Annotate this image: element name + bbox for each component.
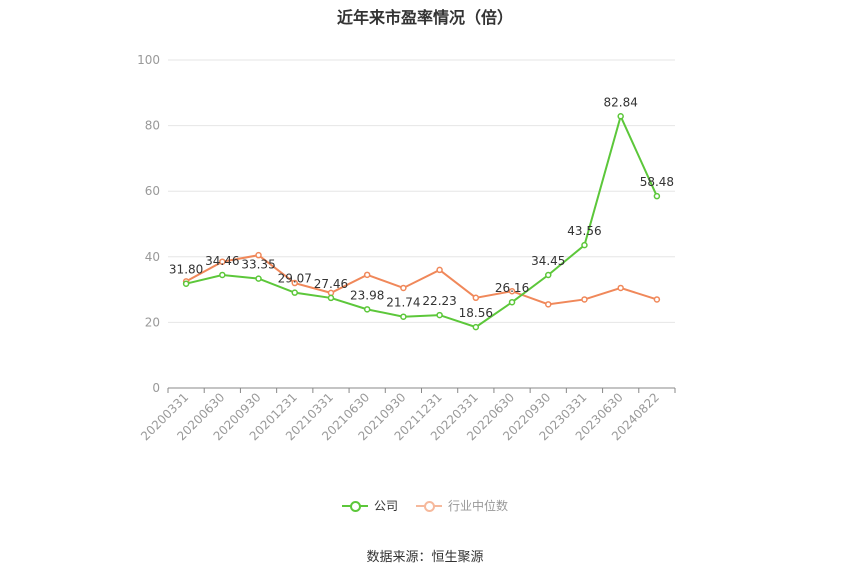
y-tick-label: 20 [145, 315, 160, 329]
data-label: 22.23 [422, 294, 456, 308]
company-point [653, 192, 661, 200]
chart-title: 近年来市盈率情况（倍） [336, 8, 513, 27]
y-tick-label: 100 [137, 53, 160, 67]
data-label: 23.98 [350, 288, 384, 302]
company-point [291, 289, 298, 296]
company-point [363, 306, 371, 313]
data-label: 34.45 [531, 254, 565, 268]
legend-company-label: 公司 [373, 499, 398, 513]
company-point [508, 298, 516, 306]
legend-item-industry-median[interactable]: 行业中位数 [416, 497, 508, 514]
data-label: 58.48 [640, 175, 674, 189]
data-label: 33.35 [241, 258, 275, 272]
data-label: 18.56 [459, 306, 493, 320]
series-industry-line [185, 254, 658, 306]
data-label: 21.74 [386, 296, 420, 310]
legend-company-marker-icon [341, 500, 368, 512]
data-source: 数据来源：恒生聚源 [366, 550, 484, 565]
data-label: 43.56 [567, 224, 601, 238]
industry-point [653, 296, 661, 303]
data-label: 34.46 [205, 254, 239, 268]
legend-industry-marker-icon [416, 500, 442, 512]
company-point [400, 313, 407, 320]
grid-lines [168, 59, 675, 323]
company-point [436, 311, 443, 319]
y-tick-label: 60 [145, 184, 160, 198]
industry-point [508, 287, 516, 295]
series-company-line [185, 113, 658, 329]
y-tick-label: 80 [145, 119, 160, 133]
industry-point [291, 279, 298, 287]
company-point [255, 275, 262, 282]
data-label: 29.07 [278, 272, 312, 286]
data-label: 82.84 [603, 95, 637, 109]
series [182, 113, 661, 331]
industry-point [219, 258, 226, 265]
legend: 公司 行业中位数 [0, 497, 850, 514]
industry-point [581, 296, 588, 303]
company-point [182, 280, 190, 287]
company-point [327, 294, 335, 302]
industry-point [472, 294, 480, 302]
data-label: 26.16 [495, 281, 529, 295]
data-label: 27.46 [314, 277, 348, 291]
industry-point [255, 251, 262, 259]
y-tick-label: 0 [152, 381, 160, 395]
industry-point [327, 289, 335, 297]
axes: 0204060801002020033120200630202009302020… [137, 53, 676, 443]
industry-point [617, 284, 624, 292]
company-point [545, 271, 552, 279]
y-tick-label: 40 [145, 250, 160, 264]
data-label: 31.80 [169, 263, 203, 277]
company-point [581, 241, 588, 249]
industry-point [436, 266, 443, 274]
company-point [472, 323, 480, 331]
industry-point [363, 271, 371, 279]
industry-point [400, 284, 407, 292]
legend-industry-label: 行业中位数 [448, 499, 509, 513]
legend-item-company[interactable]: 公司 [341, 497, 398, 514]
company-point [617, 113, 624, 120]
company-point [219, 271, 226, 279]
industry-point [545, 301, 552, 308]
